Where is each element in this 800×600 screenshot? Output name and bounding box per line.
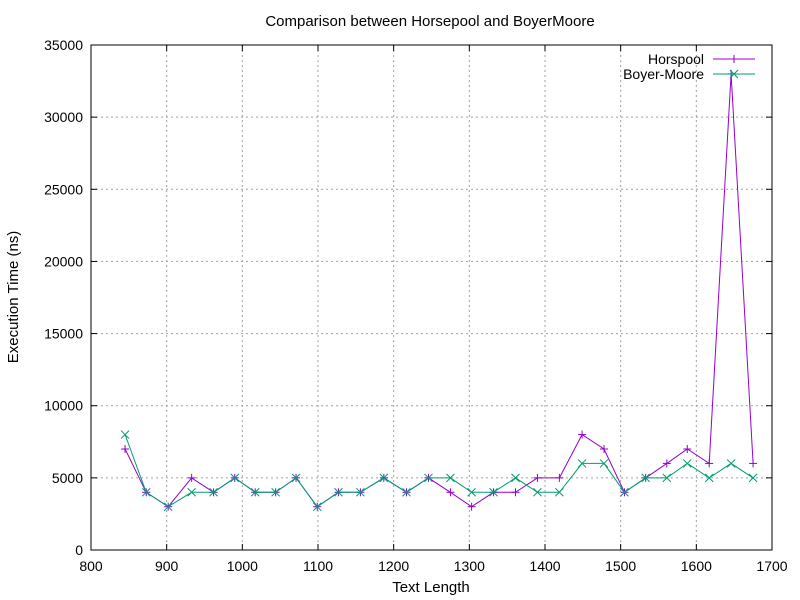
data-point-marker [662,473,672,483]
data-point-marker [555,487,564,497]
data-point-marker [748,473,758,483]
axis-ticks: 800 900 1000 1100 1200 1300 1400 1500 1600 1700 0 5… [44,37,788,574]
data-point-marker [141,487,151,497]
data-point-marker [620,487,629,497]
legend-entry: Horspool [648,51,755,67]
data-point-marker [683,445,692,453]
data-point-marker [291,473,301,483]
data-point-marker [555,473,564,482]
data-point-marker [578,430,587,439]
data-point-marker [402,487,411,497]
data-point-marker [209,487,218,497]
series-lines [120,69,758,512]
data-point-marker [187,487,196,497]
data-point-marker [379,473,389,483]
x-tick-label: 1700 [756,558,787,574]
y-tick-label: 35000 [44,37,83,53]
x-tick-label: 1600 [681,558,712,574]
data-point-marker [749,459,758,468]
data-point-marker [704,473,714,483]
data-point-marker [163,502,173,512]
data-point-marker [577,459,587,468]
data-point-marker [682,459,692,468]
data-point-marker [446,473,455,483]
plot-frame [90,44,773,551]
data-point-marker [467,502,476,511]
x-tick-label: 1400 [529,558,560,574]
data-point-marker [271,487,280,497]
y-axis-label: Execution Time (ns) [5,231,22,364]
data-point-marker [511,473,520,483]
data-point-marker [356,487,365,497]
legend-label: Boyer-Moore [623,66,704,82]
data-point-marker [729,69,739,79]
data-point-marker [726,459,736,468]
data-point-marker [230,473,240,483]
series-line [124,434,754,508]
data-point-marker [121,445,130,453]
legend-entry: Boyer-Moore [623,66,755,82]
data-point-marker [662,459,671,468]
data-point-marker [120,430,130,439]
x-axis-label: Text Length [392,579,470,596]
x-tick-label: 800 [79,558,103,574]
x-tick-label: 1500 [605,558,636,574]
y-tick-label: 25000 [44,181,83,197]
x-tick-label: 1200 [378,558,409,574]
data-point-marker [334,487,343,497]
data-point-marker [641,473,650,483]
data-point-marker [489,487,498,497]
y-tick-label: 15000 [44,326,83,342]
data-point-marker [511,488,520,497]
x-tick-label: 900 [155,558,179,574]
series-line [124,73,754,508]
data-point-marker [446,488,455,497]
data-point-marker [312,502,322,512]
data-point-marker [467,487,476,497]
y-tick-label: 10000 [44,398,83,414]
data-point-marker [730,55,738,63]
data-point-marker [599,459,609,468]
data-point-marker [705,459,714,468]
series-boyer-moore [120,430,758,512]
data-point-marker [424,473,433,483]
grid [91,45,772,550]
x-tick-label: 1300 [454,558,485,574]
data-point-marker [533,487,542,497]
data-point-marker [600,445,609,453]
legend-label: Horspool [648,51,704,67]
x-tick-label: 1000 [227,558,258,574]
x-tick-label: 1100 [303,558,333,574]
y-tick-label: 20000 [44,253,83,269]
y-tick-label: 0 [75,542,83,558]
data-point-marker [533,473,542,482]
data-point-marker [250,487,260,497]
y-tick-label: 5000 [52,470,83,486]
series-horspool [121,69,758,511]
data-point-marker [187,473,196,482]
chart-title: Comparison between Horsepool and BoyerMo… [265,13,594,30]
y-tick-label: 30000 [44,109,83,125]
